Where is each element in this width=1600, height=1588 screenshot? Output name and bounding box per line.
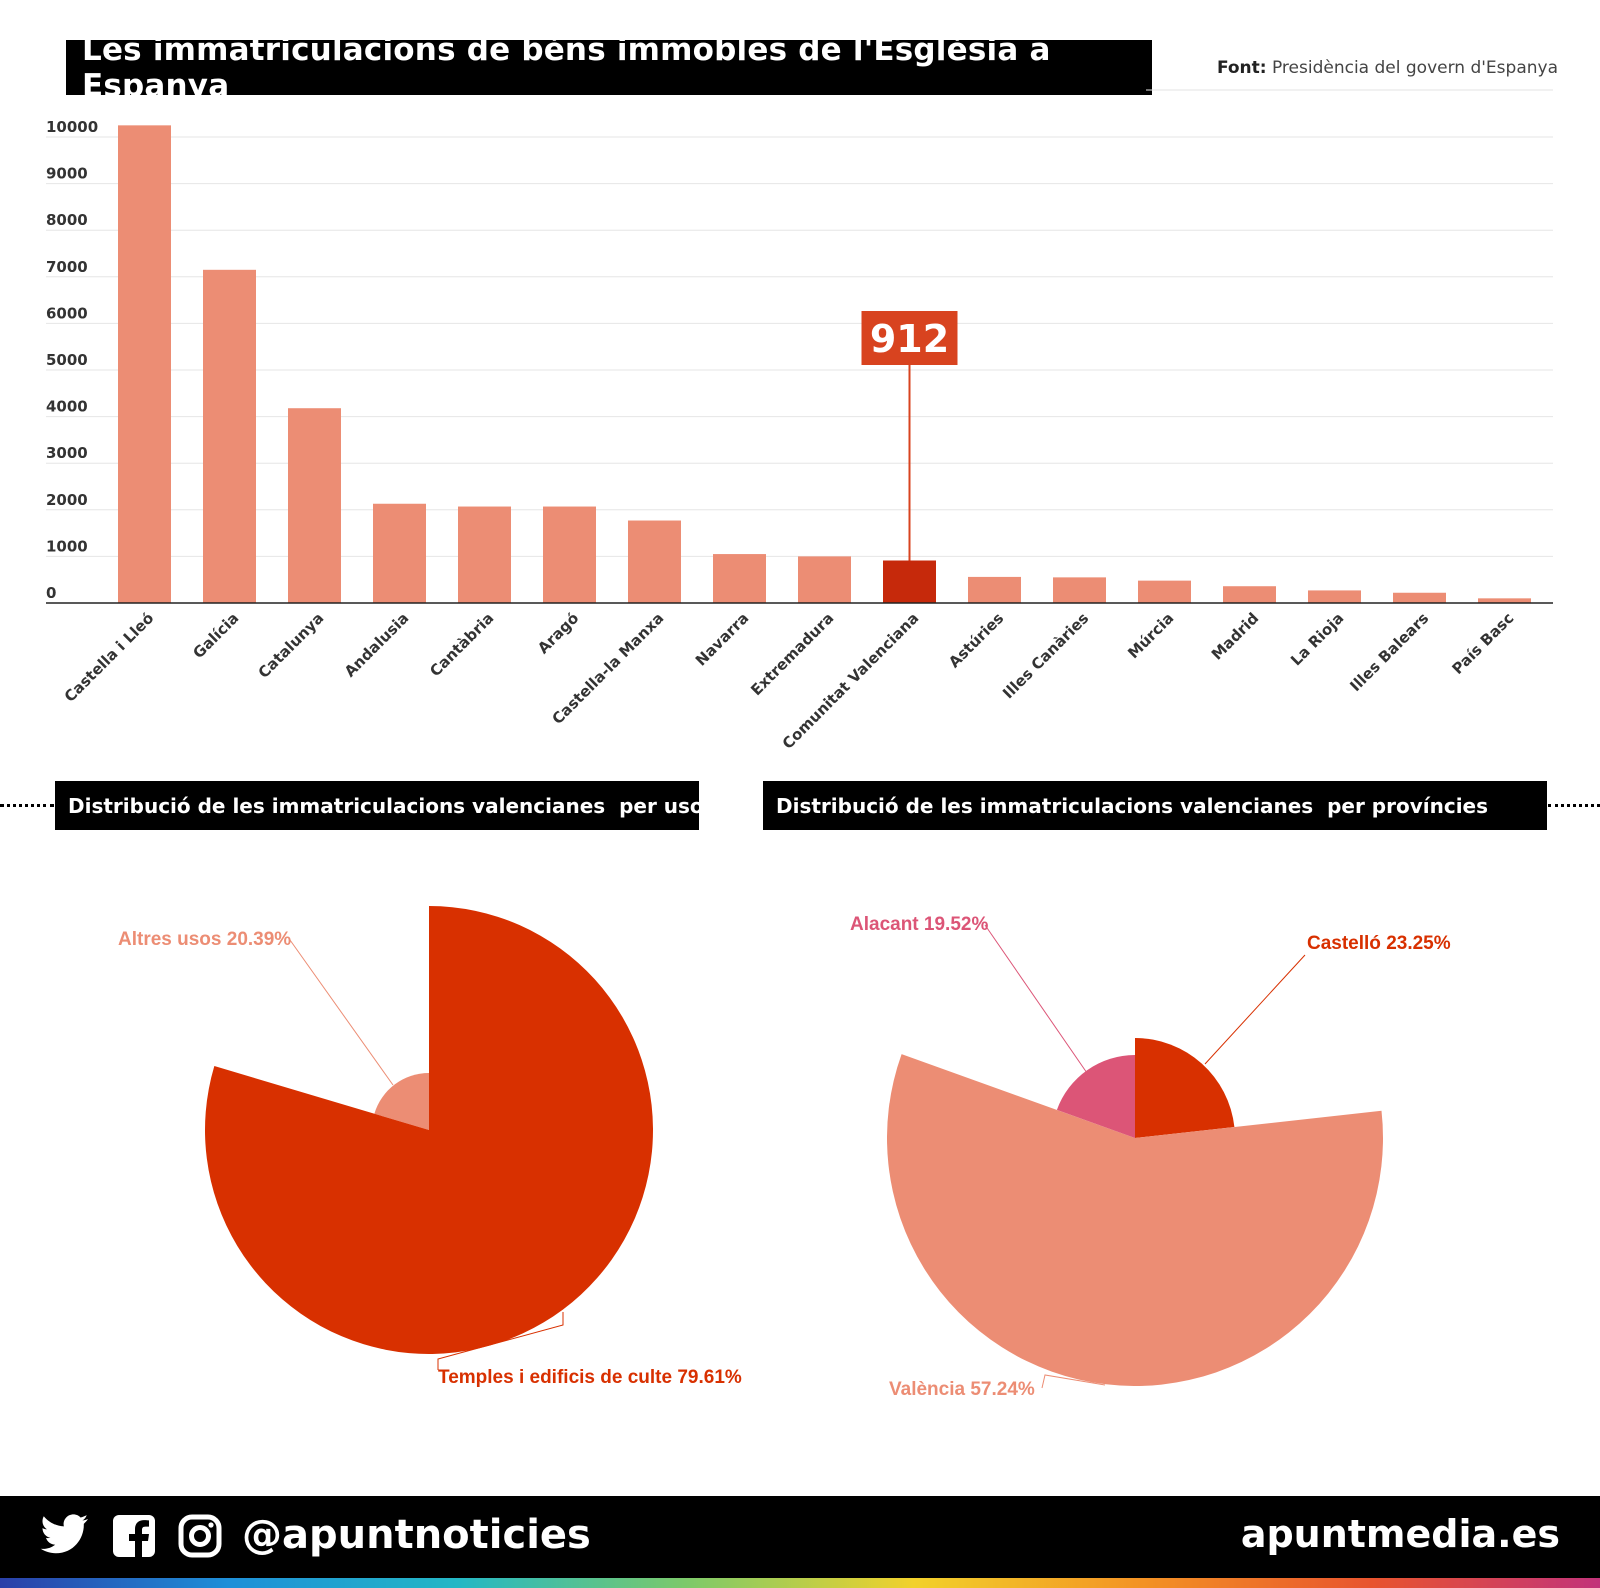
bar: [968, 576, 1021, 603]
callout-box: [861, 311, 958, 365]
pie-slice: [205, 906, 653, 1355]
bar: [288, 408, 341, 603]
y-tick-label: 4000: [46, 398, 88, 416]
bar: [118, 125, 171, 603]
rainbow-stripe: [0, 1578, 1600, 1588]
twitter-icon[interactable]: [40, 1514, 90, 1558]
pie-provincies-title: Distribució de les immatriculacions vale…: [763, 781, 1547, 830]
bar: [543, 506, 596, 603]
leader-line: [1041, 1374, 1106, 1389]
leader-line: [437, 1312, 564, 1370]
dotted-divider-right: [1548, 804, 1600, 807]
y-tick-label: 2000: [46, 491, 88, 509]
bar: [883, 560, 936, 603]
y-tick-label: 3000: [46, 444, 88, 462]
bar: [1223, 586, 1276, 603]
leader-line: [984, 924, 1088, 1074]
bar-chart: 0 1000 2000 3000 4000 5000 6000 7000 8000 9000 100…: [46, 89, 1553, 753]
source-label: Font:: [1216, 58, 1267, 78]
website-link[interactable]: apuntmedia.es: [1240, 1512, 1560, 1556]
slice-label: Temples i edificis de culte 79.61%: [438, 1367, 742, 1388]
bar: [798, 556, 851, 603]
pie-slice: [887, 1054, 1383, 1386]
y-tick-label: 6000: [46, 304, 88, 322]
facebook-icon[interactable]: [112, 1514, 156, 1558]
instagram-icon[interactable]: [178, 1514, 222, 1558]
y-tick-label: 10000: [46, 118, 98, 136]
bar: [1053, 577, 1106, 603]
bar: [713, 554, 766, 603]
bar: [373, 503, 426, 603]
bar: [458, 506, 511, 603]
footer-bar: [0, 1496, 1600, 1588]
source-text: Presidència del govern d'Espanya: [1271, 58, 1558, 78]
social-handle[interactable]: @apuntnoticies: [242, 1512, 591, 1558]
y-tick-label: 0: [46, 584, 56, 602]
y-tick-label: 5000: [46, 351, 88, 369]
slice-label: València 57.24%: [889, 1379, 1035, 1400]
y-tick-label: 1000: [46, 537, 88, 555]
y-tick-label: 9000: [46, 165, 88, 183]
slice-label: Altres usos 20.39%: [118, 929, 291, 950]
y-tick-label: 8000: [46, 211, 88, 229]
pie-slice: [1135, 1038, 1235, 1138]
dotted-divider-left: [0, 804, 54, 807]
slice-label: Alacant 19.52%: [850, 914, 988, 935]
pie-chart-usos: Altres usos 20.39% Temples i edificis de …: [118, 906, 742, 1388]
bar: [1393, 592, 1446, 603]
bar: [1308, 590, 1361, 603]
slice-label: Castelló 23.25%: [1307, 933, 1451, 954]
y-tick-label: 7000: [46, 258, 88, 276]
bar: [628, 520, 681, 603]
pie-slice: [374, 1073, 429, 1130]
leader-line: [289, 939, 394, 1086]
bar: [1478, 598, 1531, 603]
callout-value: 912: [870, 317, 949, 361]
pie-slice: [1056, 1055, 1135, 1138]
bar: [1138, 580, 1191, 603]
pie-usos-title: Distribució de les immatriculacions vale…: [55, 781, 716, 830]
pie-chart-provincies: Castelló 23.25% València 57.24% Alacant 19…: [850, 914, 1451, 1400]
bar: [203, 269, 256, 603]
source-credit: Font: Presidència del govern d'Espanya: [1217, 58, 1558, 78]
leader-line: [1204, 954, 1306, 1065]
